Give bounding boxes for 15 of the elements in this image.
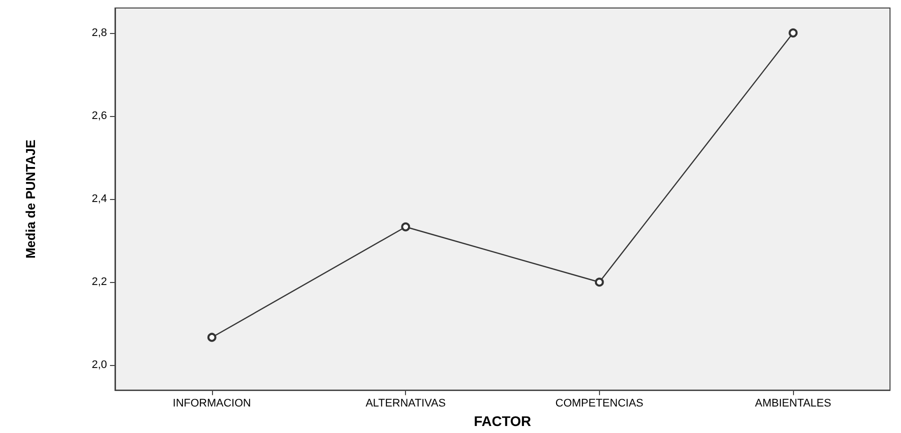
y-tick-label: 2,0: [92, 359, 107, 372]
y-axis-title: Media de PUNTAJE: [23, 139, 38, 259]
point: [594, 278, 604, 287]
x-tick-label: ALTERNATIVAS: [366, 398, 446, 410]
point: [207, 332, 216, 342]
y-tick-label: 2,8: [92, 26, 107, 39]
x-tick-label: COMPETENCIAS: [555, 398, 644, 410]
point: [788, 28, 798, 38]
x-axis-title: FACTOR: [474, 413, 532, 429]
point: [401, 222, 410, 232]
y-tick-label: 2,6: [92, 110, 107, 122]
y-tick-label: 2,2: [92, 276, 107, 288]
x-tick-label: AMBIENTALES: [755, 398, 832, 410]
y-tick-label: 2,4: [92, 193, 107, 206]
x-tick-label: INFORMACION: [172, 398, 252, 410]
